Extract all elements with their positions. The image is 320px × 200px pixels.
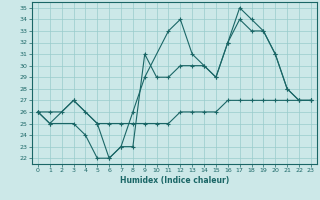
X-axis label: Humidex (Indice chaleur): Humidex (Indice chaleur) <box>120 176 229 185</box>
